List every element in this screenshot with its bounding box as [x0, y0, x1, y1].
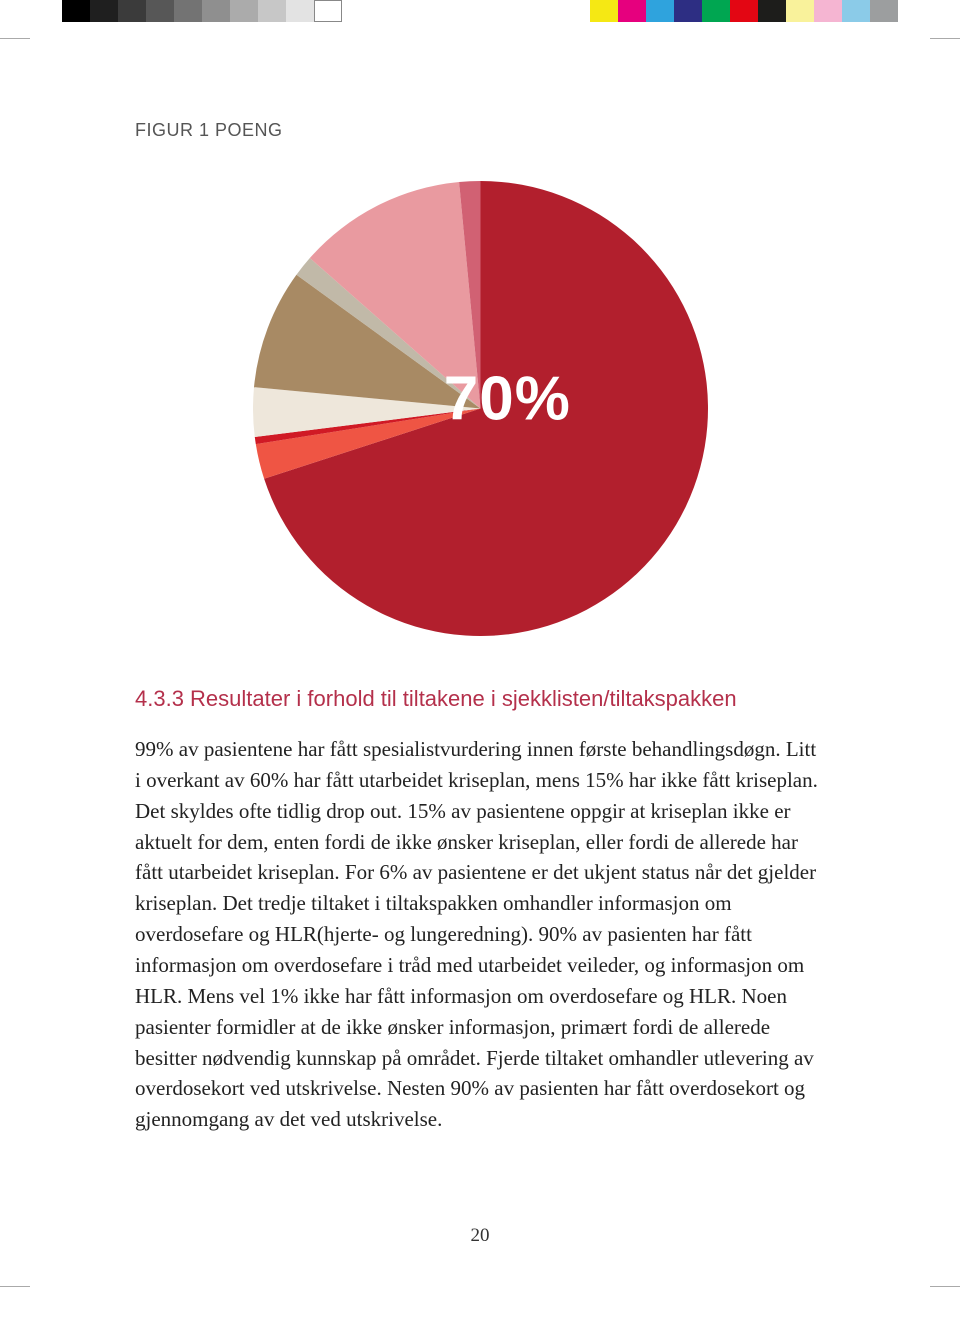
color-swatch: [590, 0, 618, 22]
print-registration-bars: [0, 0, 960, 30]
color-swatch: [870, 0, 898, 22]
color-swatch: [786, 0, 814, 22]
figure-caption: FIGUR 1 POENG: [135, 120, 825, 141]
section-heading: 4.3.3 Resultater i forhold til tiltakene…: [135, 686, 825, 712]
grayscale-swatch: [230, 0, 258, 22]
body-paragraph: 99% av pasientene har fått spesialistvur…: [135, 734, 825, 1135]
color-swatch-bar: [590, 0, 898, 22]
page-number: 20: [0, 1225, 960, 1247]
grayscale-swatch: [258, 0, 286, 22]
color-swatch: [646, 0, 674, 22]
pie-center-label: 70%: [444, 364, 571, 435]
color-swatch: [758, 0, 786, 22]
color-swatch: [674, 0, 702, 22]
grayscale-swatch: [286, 0, 314, 22]
page-content: FIGUR 1 POENG 70% 4.3.3 Resultater i for…: [135, 120, 825, 1135]
crop-mark: [0, 1286, 30, 1287]
grayscale-swatch: [62, 0, 90, 22]
crop-mark: [930, 38, 960, 39]
grayscale-swatch: [174, 0, 202, 22]
color-swatch: [842, 0, 870, 22]
color-swatch: [730, 0, 758, 22]
grayscale-swatch: [146, 0, 174, 22]
grayscale-swatch: [314, 0, 342, 22]
grayscale-swatch: [202, 0, 230, 22]
color-swatch: [618, 0, 646, 22]
grayscale-swatch: [118, 0, 146, 22]
crop-mark: [0, 38, 30, 39]
color-swatch: [702, 0, 730, 22]
grayscale-gradient-bar: [62, 0, 342, 22]
grayscale-swatch: [90, 0, 118, 22]
pie-chart: 70%: [253, 181, 708, 636]
color-swatch: [814, 0, 842, 22]
crop-mark: [930, 1286, 960, 1287]
